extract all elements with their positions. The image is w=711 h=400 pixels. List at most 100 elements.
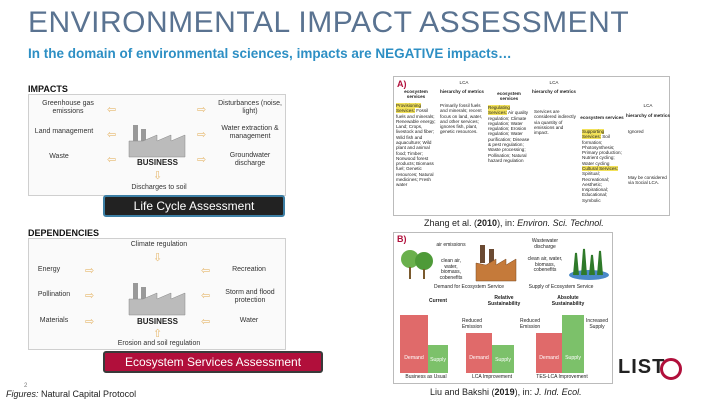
lca-demand-bar: Demand xyxy=(466,333,492,373)
factory-icon xyxy=(475,245,517,282)
dep-climate: Climate regulation xyxy=(130,241,188,248)
lca-supply-bar: Supply xyxy=(492,345,514,373)
impact-ghg: Greenhouse gas emissions xyxy=(42,100,94,115)
slide-title: ENVIRONMENTAL IMPACT ASSESSMENT xyxy=(28,6,630,39)
clean-air-1: clean air, water, biomass, cobenefits xyxy=(439,258,463,281)
arrow-right-icon: ⇨ xyxy=(85,316,95,328)
dependencies-business-label: BUSINESS xyxy=(137,317,178,326)
col3-metric1: Ignored xyxy=(628,129,644,134)
ecosystem-services-assessment-button[interactable]: Ecosystem Services Assessment xyxy=(103,351,323,373)
col3-metric2: May be considered via Social LCA. xyxy=(628,175,667,186)
impact-soil: Discharges to soil xyxy=(131,184,187,191)
arrow-left-icon: ⇦ xyxy=(201,316,211,328)
zhang-year: 2010 xyxy=(477,218,498,228)
impact-waste: Waste xyxy=(49,153,69,160)
bar-label: Supply xyxy=(430,357,446,363)
metric-header: hierarchy of metrics xyxy=(440,89,484,94)
life-cycle-assessment-button[interactable]: Life Cycle Assessment xyxy=(103,195,285,217)
regulating-text: Air quality regulation; Climate regulati… xyxy=(488,110,530,163)
panel-a-letter: A) xyxy=(397,79,407,89)
supply-es-label: Supply of Ecosystem Service xyxy=(528,284,594,290)
lca-header: LCA xyxy=(643,103,653,108)
current-label: Current xyxy=(428,298,448,304)
scenario-lca: LCA Improvement xyxy=(471,374,513,380)
zhang-authors: Zhang et al. ( xyxy=(424,218,478,228)
impact-water: Water extraction & management xyxy=(221,125,279,140)
cultural-highlight: Cultural Services: xyxy=(582,165,618,171)
reduced-emission-1: Reduced Emission xyxy=(461,318,483,330)
bau-supply-bar: Supply xyxy=(428,345,448,373)
dependencies-label: DEPENDENCIES xyxy=(28,228,100,238)
regulating-highlight: Regulating Services: xyxy=(488,105,510,116)
dep-materials: Materials xyxy=(39,317,69,324)
es-header: ecosystem services xyxy=(497,91,521,102)
air-emissions-label: air emissions xyxy=(436,242,466,248)
col2-text: Regulating Services: Air quality regulat… xyxy=(488,105,530,163)
dependencies-panel: Climate regulation Energy Recreation Pol… xyxy=(28,238,286,350)
figures-source-text: Natural Capital Protocol xyxy=(41,389,137,399)
dep-pollination: Pollination xyxy=(37,291,71,298)
bar-label: Demand xyxy=(404,355,424,361)
arrow-down-icon: ⇩ xyxy=(153,252,163,264)
arrow-down-icon: ⇩ xyxy=(153,170,163,182)
dep-energy: Energy xyxy=(37,266,61,273)
arrow-left-icon: ⇦ xyxy=(201,265,211,277)
arrow-right-icon: ⇨ xyxy=(197,154,207,166)
liu-authors: Liu and Bakshi ( xyxy=(430,387,495,397)
zhang-table-figure: A) LCA ecosystem services hierarchy of m… xyxy=(393,76,670,216)
bar-label: Supply xyxy=(565,355,581,361)
liu-mid: ), in: xyxy=(514,387,535,397)
supporting-text: Soil formation; Photosynthesis; Primary … xyxy=(582,134,622,166)
list-logo-ring-icon xyxy=(660,358,682,380)
liu-bakshi-figure: B) air emissions clean air, water, bioma… xyxy=(393,232,613,384)
panel-b-letter: B) xyxy=(397,234,407,244)
provisioning-highlight: Provisioning Services: xyxy=(396,103,422,114)
scenario-tes-lca: TES-LCA Improvement xyxy=(536,374,588,380)
figures-label: Figures: xyxy=(6,389,39,399)
dep-water: Water xyxy=(239,317,259,324)
col1-metric: Primarily fossil fuels and minerals; rec… xyxy=(440,103,483,135)
metric-header: hierarchy of metrics xyxy=(626,113,670,118)
es-header: ecosystem services xyxy=(580,115,624,120)
impacts-label: IMPACTS xyxy=(28,84,68,94)
dep-storm: Storm and flood protection xyxy=(225,289,275,304)
col1-text: Provisioning Services: Fossil fuels and … xyxy=(396,103,438,188)
arrow-left-icon: ⇦ xyxy=(107,154,117,166)
absolute-label: Absolute Sustainability xyxy=(551,295,585,307)
arrow-left-icon: ⇦ xyxy=(201,290,211,302)
impact-land: Land management xyxy=(34,128,94,135)
provisioning-text: Fossil fuels and minerals; Renewable ene… xyxy=(396,108,436,188)
impacts-business-label: BUSINESS xyxy=(137,158,178,167)
figures-source: Figures: Natural Capital Protocol xyxy=(6,389,136,399)
bar-label: Supply xyxy=(495,357,511,363)
tes-supply-bar: Supply xyxy=(562,315,584,373)
factory-icon xyxy=(128,283,186,316)
bar-label: Demand xyxy=(469,355,489,361)
liu-journal: J. Ind. Ecol. xyxy=(534,387,582,397)
increased-supply: Increased Supply xyxy=(586,318,608,330)
clean-air-2: clean air, water, biomass, cobenefits xyxy=(527,256,563,273)
factory-icon xyxy=(128,125,186,158)
arrow-right-icon: ⇨ xyxy=(85,265,95,277)
demand-es-label: Demand for Ecosystem Service xyxy=(433,284,505,290)
impacts-panel: Greenhouse gas emissions Land management… xyxy=(28,94,286,196)
liu-citation: Liu and Bakshi (2019), in: J. Ind. Ecol. xyxy=(430,387,582,397)
wetland-icon xyxy=(569,248,609,280)
impact-disturbances: Disturbances (noise, light) xyxy=(218,100,282,115)
lca-header: LCA xyxy=(549,80,559,85)
wastewater-label: Wastewater discharge xyxy=(531,238,559,250)
scenario-bau: Business as Usual xyxy=(405,374,447,380)
zhang-citation: Zhang et al. (2010), in: Environ. Sci. T… xyxy=(424,218,604,228)
lca-header: LCA xyxy=(459,80,469,85)
impact-groundwater: Groundwater discharge xyxy=(229,152,271,167)
es-header: ecosystem services xyxy=(404,89,428,100)
relative-label: Relative Sustainability xyxy=(487,295,521,307)
arrow-right-icon: ⇨ xyxy=(197,104,207,116)
col2-metric: Services are considered indirectly via q… xyxy=(534,109,576,136)
arrow-right-icon: ⇨ xyxy=(197,129,207,141)
page-number: 2 xyxy=(24,383,28,389)
list-logo: LIST xyxy=(618,356,666,378)
bau-demand-bar: Demand xyxy=(400,315,428,373)
zhang-mid: ), in: xyxy=(497,218,518,228)
bar-label: Demand xyxy=(539,355,559,361)
